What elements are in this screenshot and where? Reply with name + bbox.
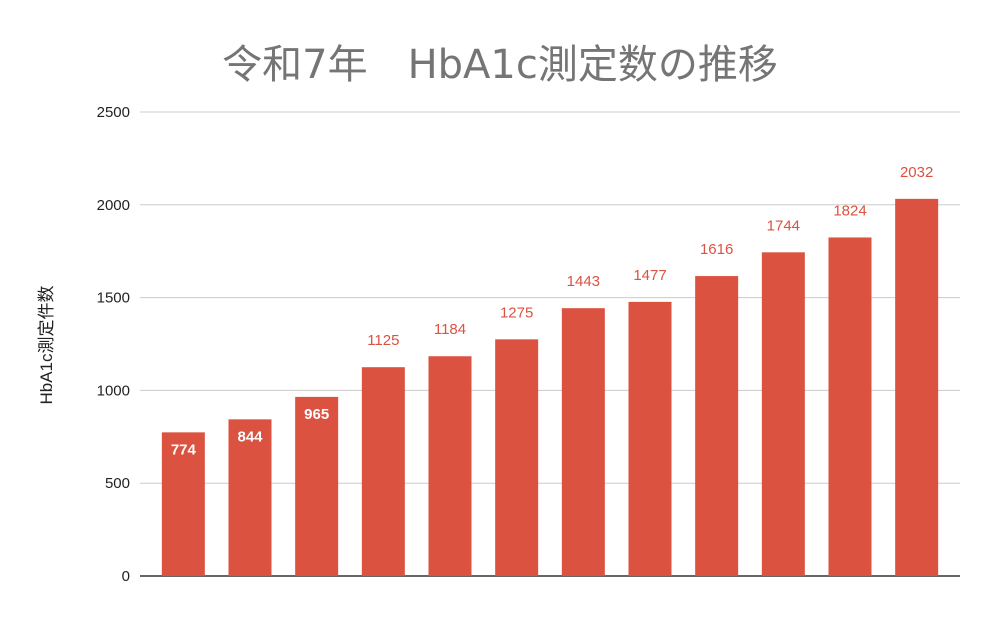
y-tick-label: 0 — [122, 568, 130, 585]
bar — [361, 367, 405, 576]
data-label: 1184 — [434, 321, 466, 338]
data-label: 1477 — [633, 267, 666, 284]
bar — [228, 419, 272, 576]
bar — [161, 432, 205, 576]
bar — [828, 237, 872, 576]
data-label: 1443 — [567, 273, 600, 290]
data-label: 1616 — [700, 241, 733, 258]
bar — [295, 396, 339, 576]
bar — [628, 301, 672, 576]
bar — [695, 276, 739, 576]
y-tick-label: 2000 — [97, 197, 130, 214]
data-label: 1744 — [767, 217, 800, 234]
data-label: 1275 — [500, 304, 533, 321]
data-label: 2032 — [900, 164, 933, 181]
data-label: 1125 — [367, 332, 399, 349]
bar — [561, 308, 605, 576]
y-tick-label: 500 — [105, 475, 130, 492]
y-tick-label: 1500 — [97, 290, 130, 307]
bar — [761, 252, 805, 576]
y-axis-label: HbA1c測定件数 — [37, 285, 56, 404]
data-label: 844 — [237, 428, 263, 445]
data-label: 965 — [304, 406, 329, 423]
bar — [495, 339, 539, 576]
y-tick-label: 2500 — [97, 104, 130, 121]
data-label: 774 — [171, 441, 197, 458]
y-tick-label: 1000 — [97, 382, 130, 399]
bar — [895, 198, 939, 577]
data-label: 1824 — [833, 202, 866, 219]
chart-title: 令和7年 HbA1c測定数の推移 — [222, 42, 778, 88]
bar — [428, 356, 472, 576]
